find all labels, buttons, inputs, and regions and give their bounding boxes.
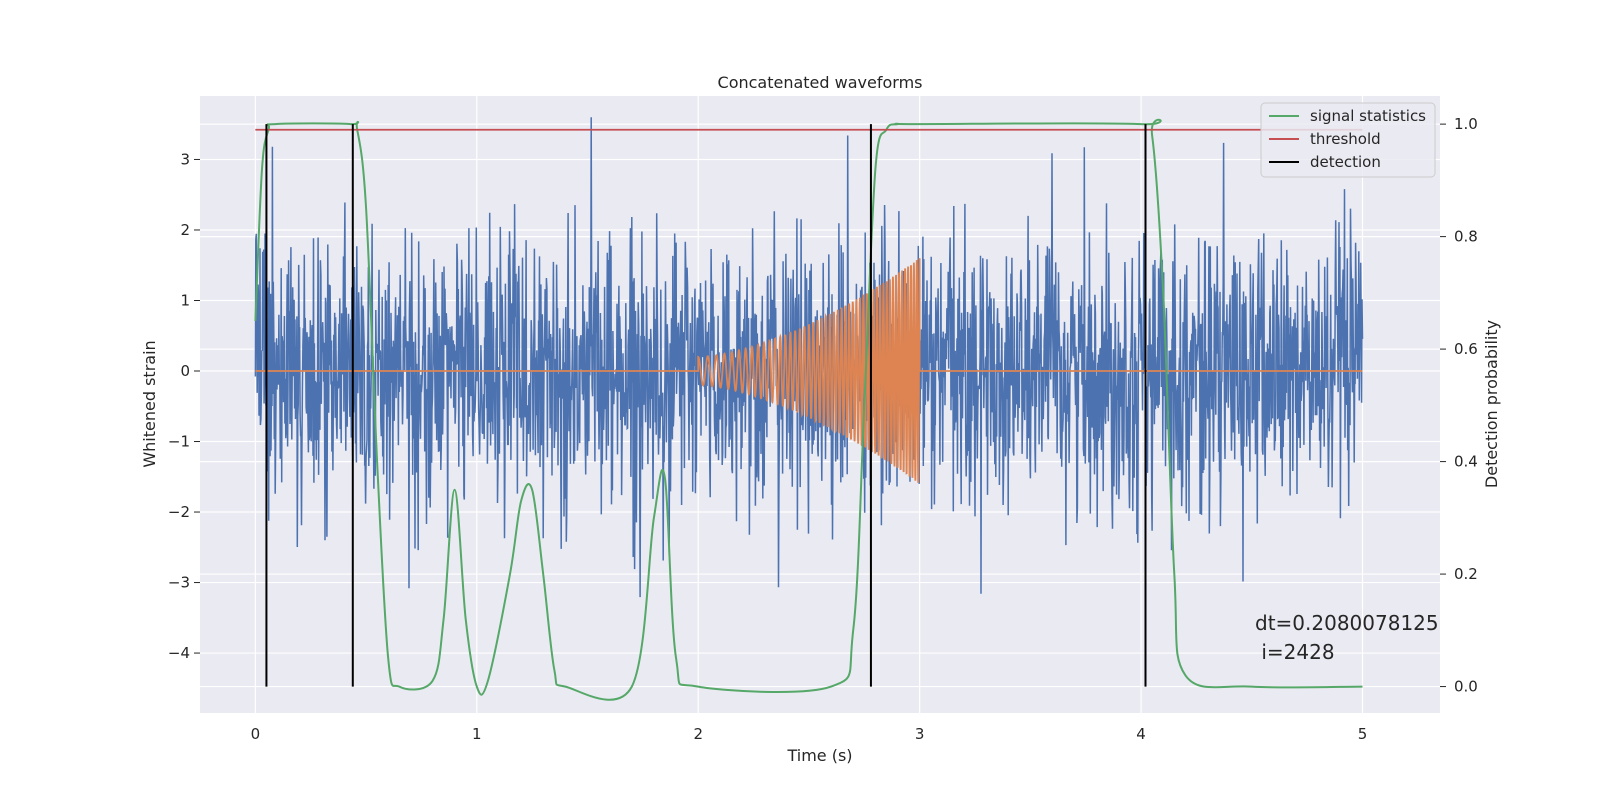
y-tick-label: −1 bbox=[168, 433, 190, 451]
y2-tick-label: 0.4 bbox=[1454, 453, 1478, 471]
y2-tick-label: 0.6 bbox=[1454, 340, 1478, 358]
y2-tick-label: 1.0 bbox=[1454, 115, 1478, 133]
chart-title: Concatenated waveforms bbox=[718, 73, 923, 92]
y-axis-ticks: 3 2 1 0 −1 −2 −3 −4 bbox=[168, 150, 200, 662]
y2-tick-label: 0.2 bbox=[1454, 565, 1478, 583]
annotation-i: i=2428 bbox=[1255, 640, 1335, 664]
x-tick-label: 0 bbox=[251, 725, 261, 743]
x-tick-label: 5 bbox=[1358, 725, 1368, 743]
series-chirp-template bbox=[255, 258, 1363, 483]
plot-area bbox=[254, 117, 1364, 701]
x-tick-label: 3 bbox=[915, 725, 925, 743]
legend-label-detection: detection bbox=[1310, 153, 1381, 171]
legend: signal statistics threshold detection bbox=[1260, 102, 1436, 178]
y-tick-label: −3 bbox=[168, 574, 190, 592]
y2-tick-label: 0.0 bbox=[1454, 678, 1478, 696]
y2-axis-ticks: 1.0 0.8 0.6 0.4 0.2 0.0 bbox=[1440, 115, 1478, 696]
x-axis-ticks: 0 1 2 3 4 5 bbox=[251, 725, 1368, 743]
y-tick-label: 0 bbox=[180, 362, 190, 380]
legend-label-threshold: threshold bbox=[1310, 130, 1381, 148]
y-tick-label: −4 bbox=[168, 644, 190, 662]
annotation-dt: dt=0.2080078125 bbox=[1255, 611, 1439, 635]
y2-tick-label: 0.8 bbox=[1454, 228, 1478, 246]
series-signal-statistics bbox=[254, 118, 1363, 701]
y-tick-label: −2 bbox=[168, 503, 190, 521]
x-tick-label: 4 bbox=[1136, 725, 1146, 743]
y-tick-label: 1 bbox=[180, 291, 190, 309]
y2-axis-label: Detection probability bbox=[1482, 320, 1501, 488]
x-tick-label: 2 bbox=[693, 725, 703, 743]
x-axis-label: Time (s) bbox=[786, 746, 852, 765]
x-tick-label: 1 bbox=[472, 725, 482, 743]
y-tick-label: 2 bbox=[180, 221, 190, 239]
series-strain-noise bbox=[254, 117, 1364, 598]
y-axis-label: Whitened strain bbox=[140, 340, 159, 467]
legend-label-signal-statistics: signal statistics bbox=[1310, 107, 1426, 125]
legend-box bbox=[1260, 102, 1436, 178]
y-tick-label: 3 bbox=[180, 150, 190, 168]
